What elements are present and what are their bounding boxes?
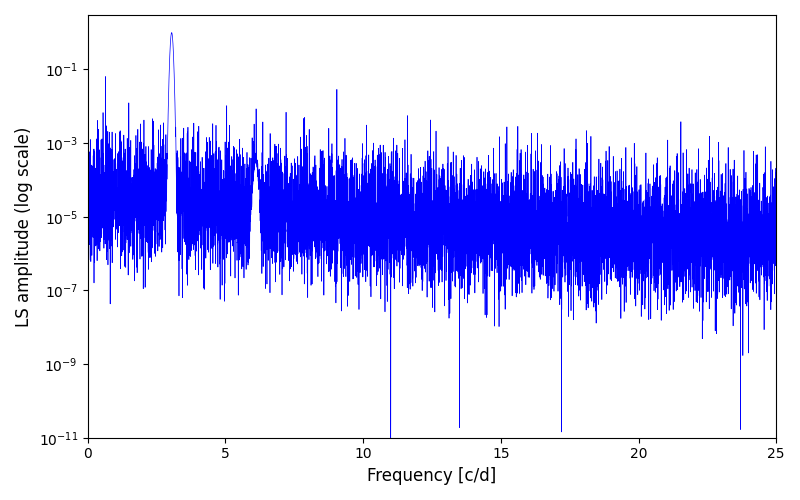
Y-axis label: LS amplitude (log scale): LS amplitude (log scale) — [15, 126, 33, 326]
X-axis label: Frequency [c/d]: Frequency [c/d] — [367, 467, 497, 485]
